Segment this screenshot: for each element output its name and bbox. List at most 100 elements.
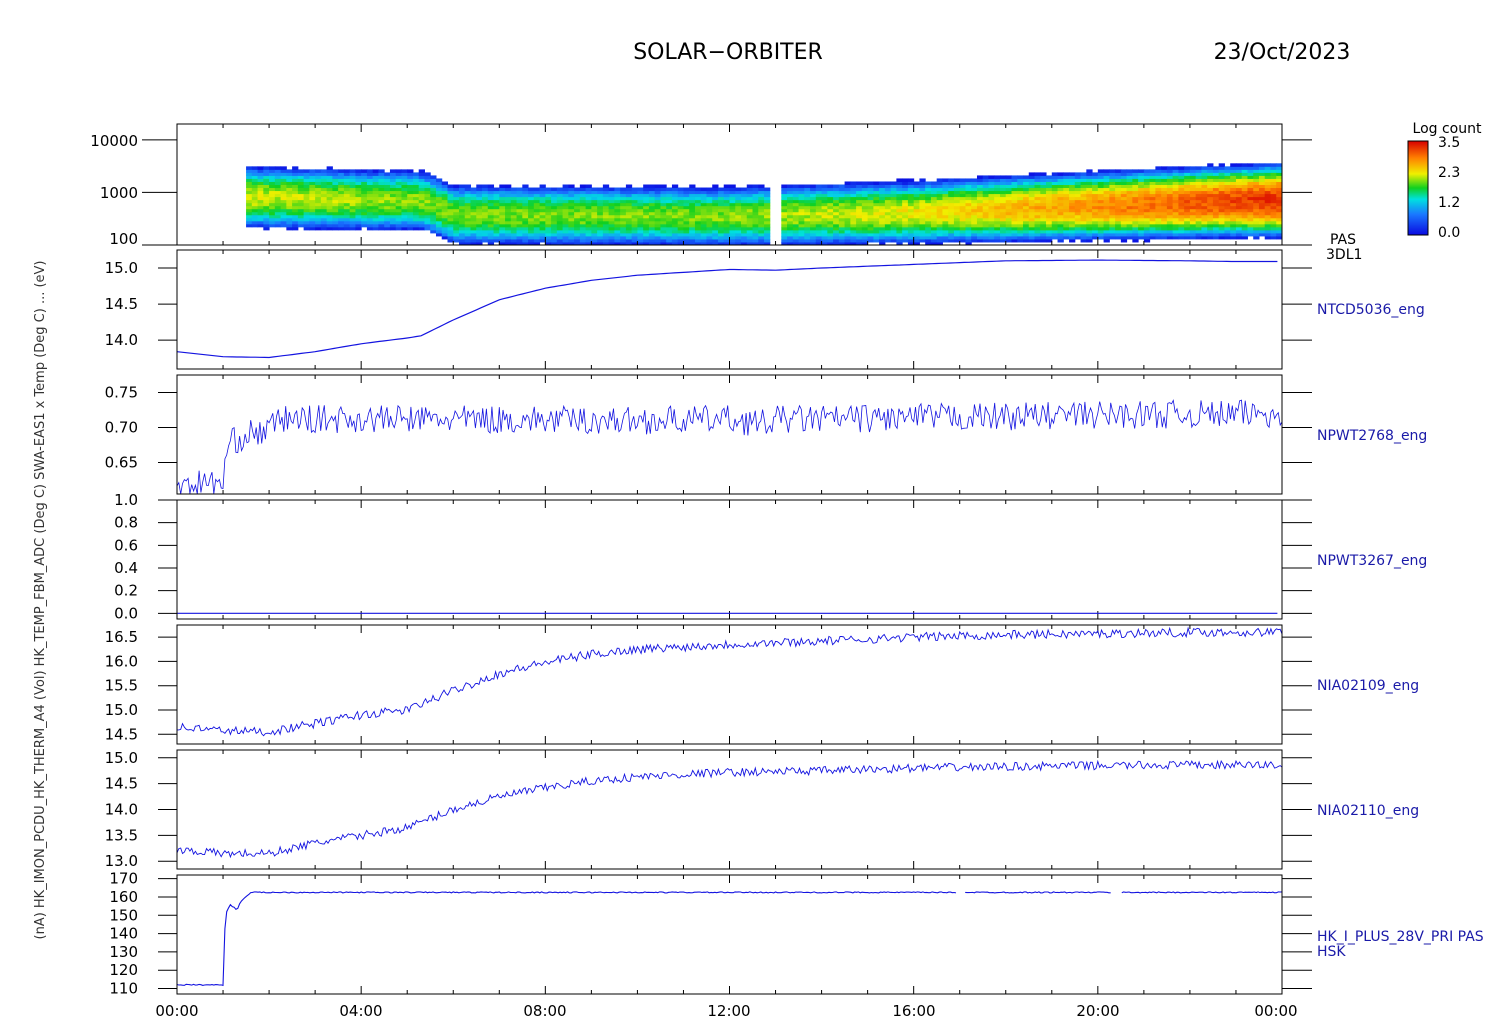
spectrogram-cell	[1258, 202, 1266, 207]
spectrogram-cell	[1074, 199, 1082, 204]
spectrogram-cell	[712, 205, 719, 210]
spectrogram-cell	[378, 205, 385, 210]
spectrogram-cell	[838, 235, 846, 240]
spectrogram-cell	[246, 220, 253, 225]
spectrogram-cell	[280, 166, 287, 170]
spectrogram-cell	[959, 184, 966, 189]
spectrogram-cell	[1046, 211, 1053, 216]
spectrogram-cell	[435, 217, 443, 222]
spectrogram-cell	[1080, 223, 1087, 228]
spectrogram-cell	[309, 172, 316, 176]
spectrogram-cell	[274, 223, 282, 228]
spectrogram-cell	[890, 205, 897, 210]
spectrogram-cell	[936, 205, 943, 210]
spectrogram-cell	[729, 190, 736, 195]
spectrogram-cell	[648, 241, 656, 246]
panel-pas-3dl1: 10000 1000 100 PAS 3DL1	[90, 123, 1362, 263]
spectrogram-cell	[1120, 226, 1128, 231]
spectrogram-cell	[1161, 178, 1168, 182]
spectrogram-cell	[861, 187, 869, 192]
spectrogram-cell	[1023, 211, 1030, 216]
spectrogram-cell	[459, 199, 466, 204]
spectrogram-cell	[493, 229, 500, 234]
spectrogram-cell	[510, 229, 518, 234]
spectrogram-cell	[1235, 235, 1243, 240]
spectrogram-cell	[700, 199, 707, 204]
spectrogram-cell	[689, 232, 696, 237]
spectrogram-cell	[528, 232, 535, 237]
spectrogram-cell	[890, 229, 897, 234]
spectrogram-cell	[435, 223, 443, 228]
spectrogram-cell	[608, 217, 615, 222]
spectrogram-cell	[1264, 178, 1271, 182]
spectrogram-cell	[1023, 217, 1030, 222]
spectrogram-cell	[1235, 214, 1243, 219]
spectrogram-cell	[539, 211, 546, 216]
spectrogram-cell	[551, 241, 558, 246]
spectrogram-cell	[700, 208, 707, 213]
spectrogram-cell	[1276, 163, 1283, 167]
spectrogram-cell	[562, 232, 569, 237]
spectrogram-cell	[723, 235, 730, 240]
spectrogram-cell	[1011, 226, 1018, 231]
spectrogram-cell	[320, 187, 328, 192]
spectrogram-cell	[810, 202, 817, 207]
spectrogram-cell	[994, 226, 1001, 231]
spectrogram-cell	[320, 193, 328, 198]
spectrogram-cell	[608, 229, 615, 234]
spectrogram-cell	[936, 211, 943, 216]
spectrogram-cell	[1074, 178, 1082, 182]
spectrogram-cell	[1178, 181, 1185, 185]
spectrogram-cell	[591, 232, 598, 237]
spectrogram-cell	[1241, 184, 1248, 189]
spectrogram-cell	[378, 181, 385, 185]
spectrogram-cell	[1011, 178, 1018, 182]
spectrogram-cell	[1247, 166, 1254, 170]
spectrogram-cell	[867, 235, 874, 240]
spectrogram-cell	[643, 238, 650, 243]
spectrogram-cell	[1270, 217, 1277, 222]
spectrogram-cell	[355, 196, 362, 201]
spectrogram-cell	[326, 172, 333, 176]
spectrogram-cell	[1207, 229, 1214, 234]
series-line	[176, 891, 1283, 987]
spectrogram-cell	[936, 223, 943, 228]
spectrogram-cell	[407, 217, 414, 222]
spectrogram-cell	[1149, 226, 1156, 231]
spectrogram-cell	[366, 169, 374, 173]
spectrogram-cell	[1023, 232, 1030, 237]
spectrogram-cell	[579, 232, 587, 237]
spectrogram-cell	[890, 199, 897, 204]
spectrogram-cell	[1120, 193, 1128, 198]
spectrogram-cell	[1149, 220, 1156, 225]
spectrogram-cell	[361, 202, 368, 207]
spectrogram-cell	[1149, 232, 1156, 237]
spectrogram-cell	[1069, 202, 1076, 207]
spectrogram-cell	[1218, 175, 1225, 179]
spectrogram-cell	[292, 172, 299, 176]
spectrogram-cell	[821, 229, 828, 234]
spectrogram-cell	[528, 211, 535, 216]
spectrogram-cell	[1212, 166, 1220, 170]
spectrogram-cell	[1034, 211, 1041, 216]
spectrogram-cell	[1224, 202, 1231, 207]
spectrogram-cell	[556, 223, 564, 228]
spectrogram-cell	[792, 208, 800, 213]
spectrogram-cell	[798, 226, 805, 231]
spectrogram-cell	[251, 199, 259, 204]
spectrogram-cell	[338, 208, 345, 213]
spectrogram-cell	[418, 175, 425, 179]
spectrogram-cell	[1207, 235, 1214, 240]
spectrogram-cell	[286, 181, 293, 185]
spectrogram-cell	[850, 187, 857, 192]
spectrogram-cell	[712, 235, 719, 240]
spectrogram-cell	[1092, 223, 1099, 228]
spectrogram-cell	[263, 181, 270, 185]
spectrogram-cell	[1230, 226, 1237, 231]
spectrogram-cell	[1051, 193, 1059, 198]
spectrogram-cell	[1092, 199, 1099, 204]
spectrogram-cell	[297, 208, 305, 213]
spectrogram-cell	[1080, 187, 1087, 192]
spectrogram-cell	[787, 220, 794, 225]
spectrogram-cell	[510, 196, 518, 201]
